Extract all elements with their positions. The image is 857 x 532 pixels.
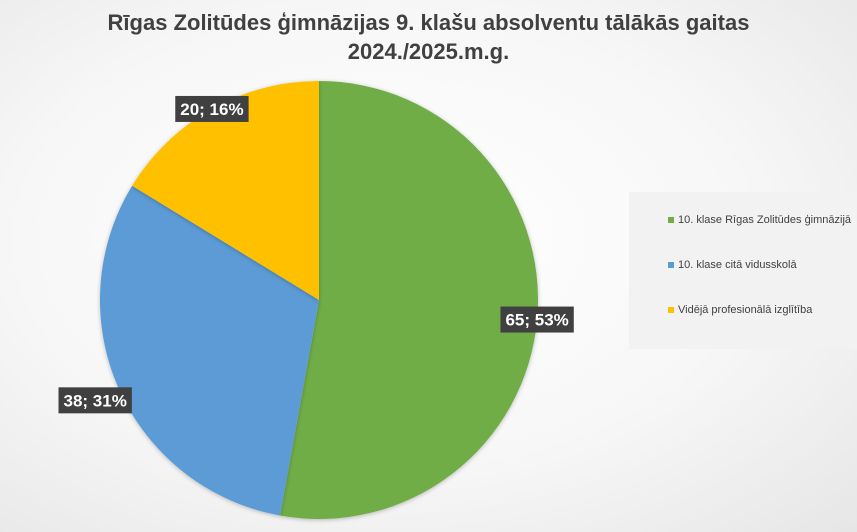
data-label-text-2: 38; 31% [64, 391, 127, 410]
legend-label-3: Vidējā profesionālā izglītība [678, 304, 813, 316]
data-label-text-1: 65; 53% [505, 311, 568, 330]
legend-label-2: 10. klase citā vidusskolā [678, 259, 797, 271]
data-label-box-1 [500, 306, 574, 333]
pie-slice-1 [280, 81, 539, 520]
data-label-3: 20; 16% [175, 95, 249, 122]
chart-title-line-1: Rīgas Zolitūdes ģimnāzijas 9. klašu abso… [107, 10, 750, 35]
data-label-2: 38; 31% [58, 387, 132, 414]
legend: 10. klase Rīgas Zolitūdes ģimnāzijā 10. k… [629, 192, 857, 349]
legend-item-1: 10. klase Rīgas Zolitūdes ģimnāzijā [629, 210, 857, 230]
pie-slice-2 [100, 185, 320, 516]
legend-label-1: 10. klase Rīgas Zolitūdes ģimnāzijā [678, 214, 852, 226]
legend-swatch-2 [668, 262, 674, 268]
data-label-1: 65; 53% [500, 306, 574, 333]
chart-title: Rīgas Zolitūdes ģimnāzijas 9. klašu abso… [0, 8, 857, 66]
legend-item-2: 10. klase citā vidusskolā [629, 255, 857, 275]
legend-item-3: Vidējā profesionālā izglītība [629, 300, 857, 320]
legend-swatch-3 [668, 307, 674, 313]
legend-swatch-1 [668, 217, 674, 223]
data-label-box-3 [175, 95, 249, 122]
pie-slice-3 [132, 81, 319, 300]
data-label-text-3: 20; 16% [180, 100, 243, 119]
data-label-box-2 [58, 387, 132, 414]
chart-title-line-2: 2024./2025.m.g. [347, 39, 510, 64]
